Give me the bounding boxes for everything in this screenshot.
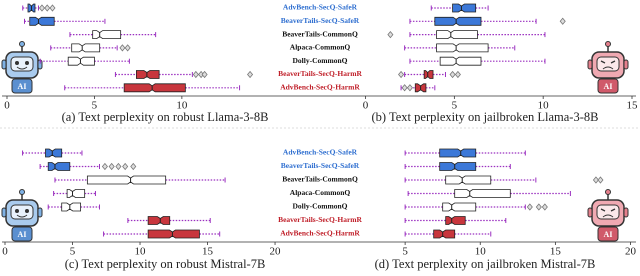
box	[445, 216, 466, 225]
box	[147, 216, 171, 225]
category-label: Alpaca-CommonQ	[290, 188, 351, 197]
box	[47, 162, 71, 171]
caption: (c) Text perplexity on robust Mistral-7B	[65, 257, 266, 271]
x-tick-label: 15	[550, 246, 562, 258]
x-tick-label: 5	[70, 246, 76, 258]
x-tick-label: 5	[402, 246, 408, 258]
box	[135, 70, 160, 79]
box	[433, 229, 456, 239]
category-label: AdvBench-SecQ-SafeR	[283, 148, 358, 157]
outlier	[454, 70, 461, 79]
box	[92, 30, 122, 39]
category-label: Alpaca-CommonQ	[290, 43, 351, 52]
category-label: Dolly-CommonQ	[293, 202, 348, 211]
box	[445, 175, 492, 185]
outlier	[124, 44, 131, 52]
category-label: Dolly-CommonQ	[293, 56, 348, 65]
box	[71, 43, 101, 53]
x-tick-label: 0	[4, 100, 10, 112]
outlier	[247, 70, 254, 79]
box	[86, 175, 167, 185]
outlier	[597, 176, 604, 184]
robot-icon: AI	[587, 40, 629, 94]
outlier	[398, 70, 405, 79]
box	[29, 16, 55, 26]
x-tick-label: 15	[627, 100, 639, 112]
box	[452, 3, 477, 13]
robot-icon: AI	[1, 40, 43, 94]
outlier	[201, 70, 208, 79]
outlier	[115, 162, 122, 171]
category-label: BeaverTails-CommonQ	[282, 29, 358, 38]
category-label: AdvBench-SecQ-HarmR	[280, 229, 360, 238]
outlier	[122, 162, 129, 171]
category-label: AdvBench-SecQ-SafeR	[283, 3, 358, 12]
box	[439, 162, 477, 171]
outlier	[49, 4, 56, 12]
category-label: AdvBench-SecQ-HarmR	[280, 83, 360, 92]
box	[123, 83, 186, 93]
outlier	[535, 203, 542, 211]
outlier	[406, 84, 413, 92]
outlier	[559, 17, 566, 25]
x-tick-label: 20	[270, 246, 282, 258]
caption: (d) Text perplexity on jailbroken Mistra…	[375, 257, 596, 271]
box	[439, 56, 482, 66]
x-tick-label: 5	[92, 100, 98, 112]
robot-label: AI	[18, 230, 27, 239]
box	[147, 229, 200, 239]
box	[454, 189, 511, 198]
outlier	[387, 30, 394, 39]
outlier	[130, 162, 137, 171]
outlier	[101, 162, 108, 171]
caption: (b) Text perplexity on jailbroken Llama-…	[372, 110, 599, 124]
outlier	[44, 4, 51, 12]
box	[61, 202, 82, 212]
box	[434, 16, 482, 26]
outlier	[192, 70, 199, 79]
robot-label: AI	[18, 82, 27, 91]
outlier	[119, 44, 126, 52]
category-label: BeaverTails-SecQ-SafeR	[281, 16, 360, 25]
box	[442, 202, 477, 212]
x-tick-label: 10	[135, 246, 147, 258]
box	[45, 148, 63, 158]
x-tick-label: 0	[363, 100, 369, 112]
box	[436, 43, 489, 53]
x-tick-label: 10	[176, 100, 188, 112]
category-label: BeaverTails-SecQ-SafeR	[281, 161, 360, 170]
outlier	[526, 203, 533, 211]
outlier	[592, 176, 599, 184]
robot-icon: AI	[1, 188, 43, 242]
box	[67, 56, 95, 66]
robot-label: AI	[604, 230, 613, 239]
robot-icon: AI	[587, 188, 629, 242]
category-label: BeaverTails-SecQ-HarmR	[278, 215, 362, 224]
x-tick-label: 10	[475, 246, 487, 258]
category-label: BeaverTails-CommonQ	[282, 175, 358, 184]
box	[66, 189, 86, 198]
box	[439, 148, 477, 158]
outlier	[38, 4, 45, 12]
x-tick-label: 15	[202, 246, 214, 258]
x-tick-label: 5	[452, 100, 458, 112]
outlier	[449, 70, 456, 79]
x-tick-label: 0	[2, 246, 8, 258]
x-tick-label: 10	[538, 100, 550, 112]
box	[436, 30, 478, 39]
outlier	[541, 203, 548, 211]
caption: (a) Text perplexity on robust Llama-3-8B	[62, 110, 269, 124]
outlier	[401, 84, 408, 92]
outlier	[108, 162, 115, 171]
x-tick-label: 20	[625, 246, 637, 258]
category-label: BeaverTails-SecQ-HarmR	[278, 69, 362, 78]
robot-label: AI	[604, 82, 613, 91]
box	[423, 70, 434, 79]
